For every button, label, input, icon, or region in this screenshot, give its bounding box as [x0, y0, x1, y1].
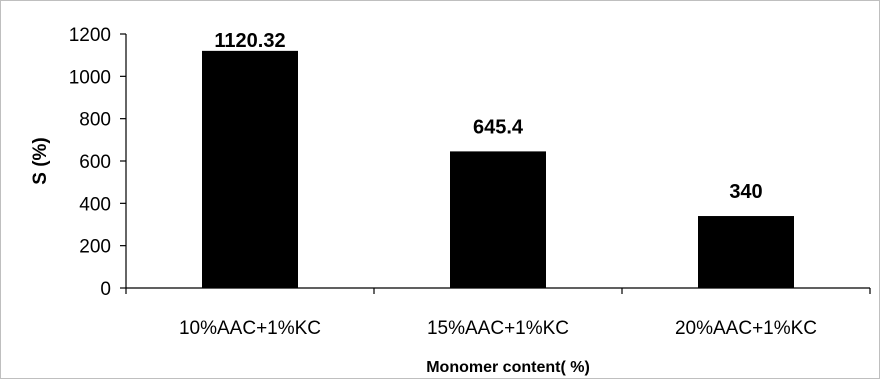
y-tick-label: 1200	[69, 25, 111, 46]
bar	[202, 50, 298, 288]
y-tick-label: 0	[100, 279, 111, 300]
x-axis-title: Monomer content( %)	[426, 359, 590, 376]
bar	[450, 151, 546, 288]
x-axis-ticks	[125, 288, 871, 294]
bar-value-label: 340	[729, 181, 762, 203]
category-label: 10%AAC+1%KC	[179, 318, 321, 339]
y-axis-title: S (%)	[30, 137, 51, 185]
y-tick-label: 800	[79, 110, 111, 131]
y-tick-label: 1000	[69, 67, 111, 88]
y-tick-label: 600	[79, 152, 111, 173]
data-labels: 1120.32 645.4 340	[214, 30, 762, 203]
y-tick-label: 200	[79, 237, 111, 258]
y-tick-label: 400	[79, 194, 111, 215]
category-label: 15%AAC+1%KC	[427, 318, 569, 339]
bar-value-label: 645.4	[473, 116, 524, 138]
bar	[698, 216, 794, 288]
bars	[202, 50, 794, 288]
category-label: 20%AAC+1%KC	[675, 318, 817, 339]
bar-value-label: 1120.32	[214, 30, 285, 52]
y-axis-ticks: 0 200 400 600 800 1000 1200	[69, 25, 126, 300]
category-labels: 10%AAC+1%KC 15%AAC+1%KC 20%AAC+1%KC	[179, 318, 817, 339]
